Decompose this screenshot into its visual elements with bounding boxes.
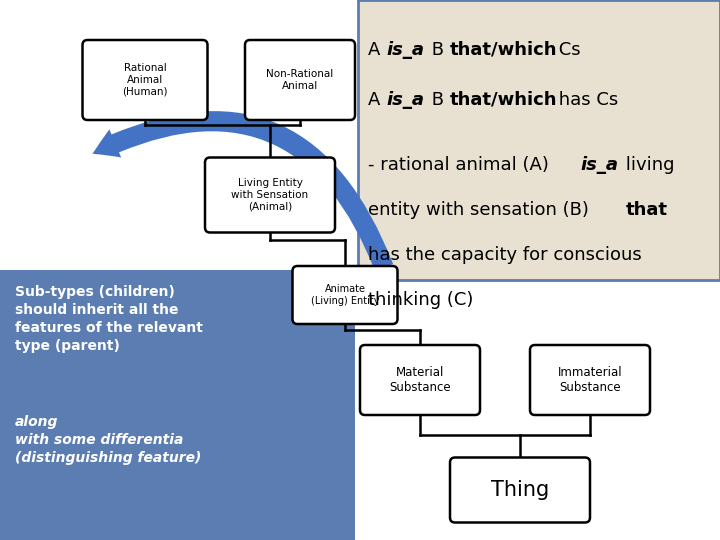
FancyArrowPatch shape xyxy=(92,111,393,271)
Text: that: that xyxy=(626,201,668,219)
FancyBboxPatch shape xyxy=(245,40,355,120)
Text: is_a: is_a xyxy=(386,41,424,59)
Text: Sub-types (children)
should inherit all the
features of the relevant
type (paren: Sub-types (children) should inherit all … xyxy=(15,285,203,353)
Text: thinking (C): thinking (C) xyxy=(368,291,473,309)
Text: Cs: Cs xyxy=(553,41,580,59)
Text: Material
Substance: Material Substance xyxy=(390,366,451,394)
FancyBboxPatch shape xyxy=(205,158,335,233)
FancyBboxPatch shape xyxy=(360,345,480,415)
Text: Living Entity
with Sensation
(Animal): Living Entity with Sensation (Animal) xyxy=(231,178,309,212)
FancyBboxPatch shape xyxy=(83,40,207,120)
Text: Immaterial
Substance: Immaterial Substance xyxy=(558,366,622,394)
Text: entity with sensation (B): entity with sensation (B) xyxy=(368,201,595,219)
Text: Rational
Animal
(Human): Rational Animal (Human) xyxy=(122,63,168,97)
Text: Animate
(Living) Entity: Animate (Living) Entity xyxy=(311,284,379,306)
Text: is_a: is_a xyxy=(386,91,424,109)
FancyBboxPatch shape xyxy=(530,345,650,415)
Text: along
with some differentia
(distinguishing feature): along with some differentia (distinguish… xyxy=(15,415,202,465)
Text: Non-Rational
Animal: Non-Rational Animal xyxy=(266,69,333,91)
Text: B: B xyxy=(426,91,450,109)
Text: A: A xyxy=(368,41,386,59)
Text: living: living xyxy=(620,156,675,174)
FancyBboxPatch shape xyxy=(358,0,720,280)
FancyBboxPatch shape xyxy=(0,270,355,540)
Text: Thing: Thing xyxy=(491,480,549,500)
Text: - rational animal (A): - rational animal (A) xyxy=(368,156,554,174)
Text: A: A xyxy=(368,91,386,109)
Text: has Cs: has Cs xyxy=(553,91,618,109)
FancyBboxPatch shape xyxy=(292,266,397,324)
Text: has the capacity for conscious: has the capacity for conscious xyxy=(368,246,642,264)
FancyBboxPatch shape xyxy=(450,457,590,523)
Text: B: B xyxy=(426,41,450,59)
Text: that/which: that/which xyxy=(450,41,557,59)
Text: is_a: is_a xyxy=(580,156,618,174)
Text: that/which: that/which xyxy=(450,91,557,109)
